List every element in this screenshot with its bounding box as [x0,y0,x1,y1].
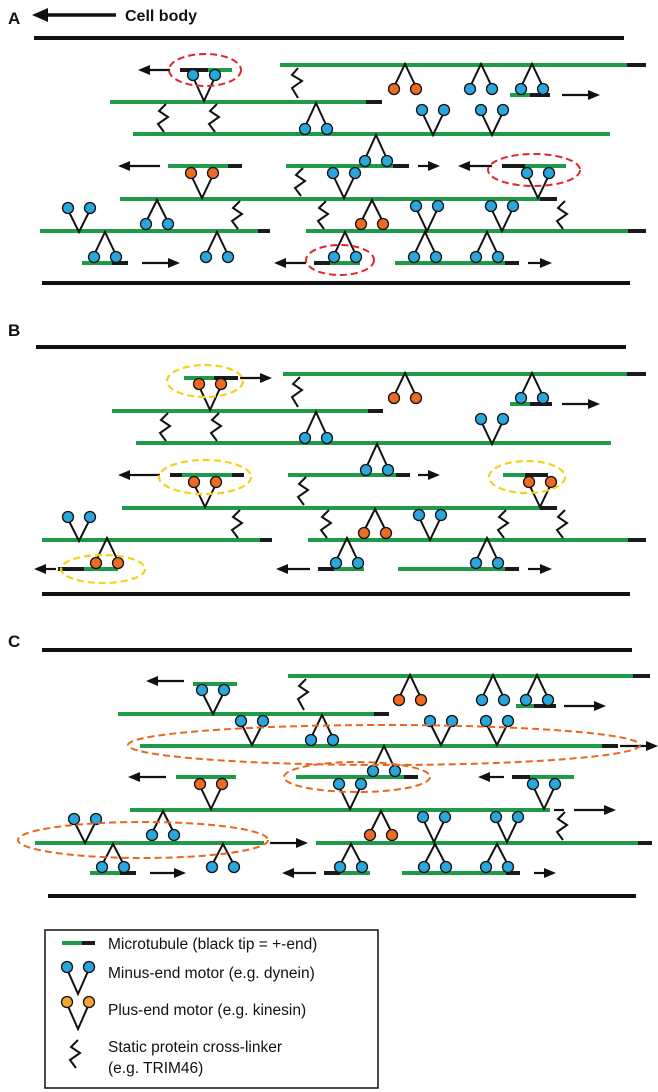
minus-end-motor [199,229,235,264]
panel-label-a: A [8,9,20,28]
panel-c: C [8,632,658,898]
plus-end-motor [187,475,223,510]
minus-end-motor [327,229,363,264]
plus-end-motor [357,506,393,540]
panel-label-c: C [8,632,20,651]
minus-end-motor [514,61,550,96]
minus-end-motor [145,808,181,842]
minus-end-motor [412,508,448,543]
minus-end-motor [366,743,402,778]
minus-end-motor [463,61,499,96]
minus-end-motor [67,812,103,846]
minus-end-motor [415,103,451,138]
plus-end-motor [363,808,399,842]
minus-end-motor [469,535,505,570]
minus-end-motor [205,841,241,874]
direction-arrows [128,676,658,878]
minus-end-motor [479,841,515,874]
microtubules [40,63,646,265]
legend-microtubule-label: Microtubule (black tip = +-end) [108,936,317,953]
direction-arrows [118,65,600,268]
legend-minus-motor-label: Minus-end motor (e.g. dynein) [108,965,315,982]
minus-end-motor [489,810,525,845]
minus-end-motor [520,166,556,201]
minus-end-motor [326,166,362,201]
plus-end-motor [387,61,423,96]
minus-end-motor [61,510,97,544]
motors [61,370,558,570]
minus-end-motor [195,683,231,717]
minus-end-motor [139,197,175,231]
highlight-ellipses [59,363,567,585]
minus-end-motor [514,370,550,405]
legend-plus-motor-label: Plus-end motor (e.g. kinesin) [108,1002,306,1019]
minus-end-motor [416,810,452,845]
crosslinkers [156,67,569,230]
cell-body-arrow [32,8,116,22]
minus-end-motor [304,712,340,747]
plus-end-motor [522,475,558,510]
minus-end-motor [474,412,510,447]
legend-plus-motor-symbol [60,995,96,1032]
minus-end-motor [298,409,334,445]
motors [61,61,556,264]
highlight-ellipses [168,53,581,276]
plus-end-motor [184,166,220,201]
minus-end-motor [87,229,123,264]
minus-end-motor [333,841,369,874]
minus-end-motor [474,103,510,138]
plus-end-motor [354,197,390,231]
legend: Microtubule (black tip = +-end) Minus-en… [44,929,379,1089]
crosslinkers [296,678,569,841]
motors [67,672,562,874]
minus-end-motor [469,229,505,264]
minus-end-motor [423,714,459,748]
plus-end-motor [387,370,423,405]
minus-end-motor [417,841,453,874]
plus-end-motor [392,672,428,707]
minus-end-motor [407,229,443,264]
minus-end-motor [479,714,515,748]
minus-end-motor [61,201,97,235]
legend-crosslinker-label: Static protein cross-linker [108,1039,282,1056]
microtubules [35,674,652,875]
highlight-ellipses [17,724,641,859]
direction-arrows [34,373,600,574]
panel-label-b: B [8,321,20,340]
minus-end-motor [526,777,562,812]
microtubules [42,372,646,571]
minus-end-motor [332,777,368,812]
panel-b: B [8,321,646,596]
minus-end-motor [519,672,555,707]
legend-crosslinker-symbol [68,1039,82,1069]
legend-minus-motor-symbol [60,960,96,997]
minus-end-motor [298,100,334,136]
minus-end-motor [409,199,445,234]
legend-crosslinker-example: (e.g. TRIM46) [108,1060,203,1077]
minus-end-motor [359,441,395,477]
plus-end-motor [192,377,228,413]
minus-end-motor [484,199,520,234]
cell-body-label: Cell body [125,8,197,25]
minus-end-motor [186,68,222,104]
panel-a: A Cell body [8,8,646,285]
plus-end-motor [193,777,229,812]
minus-end-motor [234,714,270,748]
plus-end-motor [89,535,125,570]
minus-end-motor [475,672,511,707]
crosslinkers [158,376,569,539]
legend-box [44,929,379,1089]
minus-end-motor [358,132,394,168]
minus-end-motor [329,535,365,570]
